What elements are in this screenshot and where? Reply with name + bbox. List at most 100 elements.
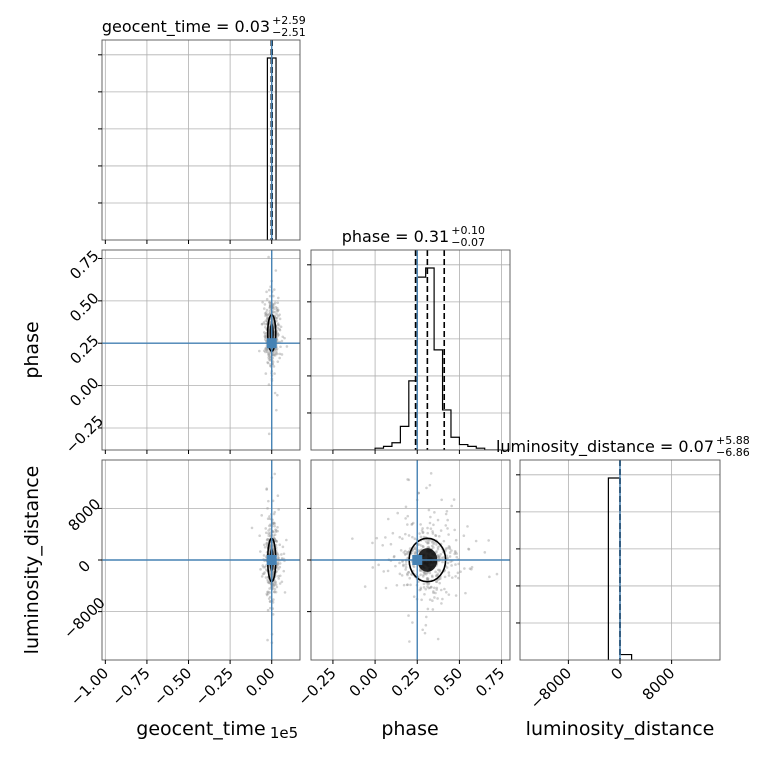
sample-point (266, 313, 269, 317)
sample-point (276, 494, 280, 497)
sample-point (419, 586, 423, 590)
panel-title-upper-error: +5.88 (716, 434, 750, 447)
sample-point (441, 560, 444, 564)
sample-point (447, 571, 451, 574)
sample-point (263, 332, 267, 336)
sample-point (267, 590, 270, 594)
sample-point (422, 570, 426, 574)
sample-point (266, 592, 270, 595)
sample-point (268, 515, 271, 518)
sample-point (268, 311, 272, 315)
sample-point (444, 524, 448, 527)
sample-point (277, 296, 280, 300)
sample-point (430, 540, 434, 544)
sample-point (435, 580, 439, 584)
sample-point (435, 574, 438, 577)
sample-point (495, 572, 499, 576)
sample-point (273, 311, 277, 314)
sample-point (275, 306, 279, 310)
sample-point (424, 540, 428, 543)
sample-point (406, 478, 409, 481)
sample-point (437, 534, 441, 538)
sample-point (264, 347, 267, 350)
sample-point (280, 580, 284, 584)
panel-content (311, 460, 510, 660)
sample-point (263, 565, 267, 569)
sample-point (450, 564, 453, 567)
sample-point (274, 590, 278, 594)
sample-point (250, 526, 254, 530)
sample-point (267, 529, 270, 532)
sample-point (431, 530, 434, 533)
sample-point (398, 535, 402, 539)
sample-point (432, 586, 436, 590)
sample-point (432, 541, 436, 544)
sample-point (264, 348, 268, 351)
sample-point (279, 345, 282, 349)
sample-point (265, 541, 269, 545)
sample-point (276, 322, 280, 325)
sample-point (276, 323, 280, 326)
x-tick-label: −0.25 (295, 664, 340, 709)
sample-point (261, 300, 264, 304)
y-tick-label: 0.50 (66, 289, 102, 325)
sample-point (278, 327, 281, 331)
x-tick-label: 0 (607, 664, 626, 683)
sample-point (399, 548, 403, 552)
sample-point (455, 552, 458, 555)
sample-point (272, 307, 276, 311)
sample-point (436, 574, 439, 577)
sample-point (271, 613, 275, 616)
sample-point (268, 305, 272, 309)
sample-point (435, 580, 438, 584)
sample-point (275, 585, 279, 589)
panel-title-phase: phase = 0.31 (342, 227, 449, 246)
sample-point (268, 310, 272, 313)
sample-point (258, 534, 261, 538)
sample-point (436, 547, 440, 551)
sample-point (454, 594, 458, 597)
sample-point (264, 531, 268, 535)
sample-point (276, 562, 279, 565)
sample-point (426, 607, 430, 611)
sample-point (262, 572, 266, 575)
sample-point (274, 580, 277, 583)
sample-point (275, 317, 279, 320)
sample-point (434, 534, 438, 538)
sample-point (275, 319, 278, 323)
sample-point (274, 269, 278, 272)
panel-title-lower-error: −6.86 (716, 446, 750, 459)
sample-point (423, 631, 427, 635)
sample-point (464, 591, 467, 595)
sample-point (276, 562, 280, 565)
sample-point (268, 600, 272, 603)
sample-point (407, 478, 411, 482)
sample-point (398, 561, 401, 565)
sample-point (389, 542, 393, 546)
sample-point (276, 525, 279, 529)
sample-point (273, 522, 277, 525)
sample-point (434, 534, 437, 537)
sample-point (277, 508, 280, 511)
sample-point (446, 556, 450, 560)
x-tick-label: −0.50 (150, 664, 195, 709)
sample-point (262, 565, 265, 569)
sample-point (264, 325, 267, 329)
sample-point (275, 312, 279, 316)
sample-point (275, 539, 278, 543)
sample-point (273, 524, 276, 528)
sample-point (285, 538, 288, 542)
sample-point (273, 590, 276, 594)
sample-point (268, 312, 271, 316)
sample-point (271, 499, 275, 503)
sample-point (267, 255, 270, 259)
sample-point (410, 572, 413, 576)
sample-point (418, 588, 422, 592)
sample-point (439, 529, 443, 532)
sample-point (420, 529, 424, 532)
sample-point (436, 545, 440, 549)
sample-point (273, 533, 277, 537)
sample-point (266, 315, 269, 319)
sample-point (450, 504, 453, 508)
sample-point (404, 563, 408, 566)
